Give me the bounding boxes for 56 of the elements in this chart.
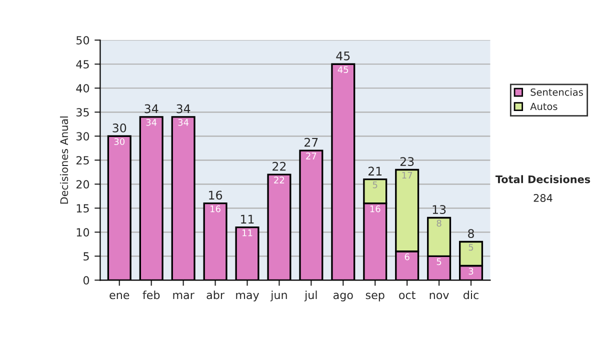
x-tick-label: jul bbox=[304, 290, 317, 302]
data-label: 3 bbox=[468, 268, 474, 275]
text: Total Decisiones bbox=[495, 175, 590, 184]
y-tick-label: 20 bbox=[76, 180, 90, 189]
total-label: 34 bbox=[176, 104, 190, 114]
total-label: 34 bbox=[144, 104, 158, 114]
data-label: 34 bbox=[178, 119, 189, 126]
data-label: 17 bbox=[402, 172, 412, 179]
total-label: 13 bbox=[432, 205, 446, 214]
total-label: 45 bbox=[336, 52, 350, 60]
data-label: 22 bbox=[274, 176, 284, 184]
total-label: 11 bbox=[241, 214, 254, 224]
x-tick-label: mar bbox=[173, 292, 194, 300]
x-tick-label: may bbox=[236, 292, 260, 302]
y-tick-label: 10 bbox=[76, 228, 90, 237]
y-tick-label: 25 bbox=[76, 156, 89, 165]
data-label: 6 bbox=[404, 253, 410, 260]
total-label: 30 bbox=[112, 123, 126, 132]
data-label: 8 bbox=[436, 220, 442, 227]
total-label: 21 bbox=[368, 166, 382, 176]
y-tick-label: 45 bbox=[76, 60, 89, 69]
y-tick-label: 30 bbox=[76, 132, 90, 141]
y-tick-label: 35 bbox=[76, 108, 89, 117]
x-tick-label: nov bbox=[430, 292, 449, 300]
x-tick-label: ago bbox=[333, 292, 353, 302]
total-label: 8 bbox=[468, 229, 474, 238]
x-tick-label: sep bbox=[366, 292, 384, 302]
data-label: 16 bbox=[370, 205, 380, 212]
y-tick-label: 0 bbox=[83, 276, 90, 285]
x-tick-label: abr bbox=[206, 290, 224, 300]
y-tick-label: 50 bbox=[76, 36, 90, 44]
x-tick-label: feb bbox=[142, 290, 160, 300]
legend-label: Autos bbox=[530, 102, 558, 110]
x-tick-label: oct bbox=[399, 291, 416, 300]
y-tick-label: 5 bbox=[84, 252, 89, 261]
legend-label: Sentencias bbox=[530, 88, 583, 96]
data-label: 30 bbox=[114, 138, 125, 146]
data-label: 5 bbox=[436, 258, 442, 266]
data-label: 27 bbox=[306, 152, 316, 160]
x-tick-label: dic bbox=[464, 290, 478, 300]
total-label: 16 bbox=[209, 190, 222, 200]
text: 284 bbox=[534, 194, 552, 202]
data-label: 16 bbox=[210, 205, 220, 212]
data-label: 11 bbox=[242, 230, 252, 236]
x-tick-label: jun bbox=[270, 290, 287, 302]
x-tick-label: ene bbox=[110, 292, 130, 300]
y-axis-title: Decisiones Anual bbox=[60, 116, 68, 204]
data-label: 34 bbox=[146, 119, 157, 126]
total-label: 23 bbox=[400, 157, 414, 166]
total-label: 22 bbox=[272, 162, 286, 171]
data-label: 5 bbox=[372, 182, 378, 188]
y-tick-label: 40 bbox=[76, 84, 90, 93]
total-label: 27 bbox=[304, 138, 318, 147]
y-tick-label: 15 bbox=[76, 204, 89, 213]
data-label: 5 bbox=[468, 244, 474, 251]
data-label: 45 bbox=[338, 66, 348, 74]
